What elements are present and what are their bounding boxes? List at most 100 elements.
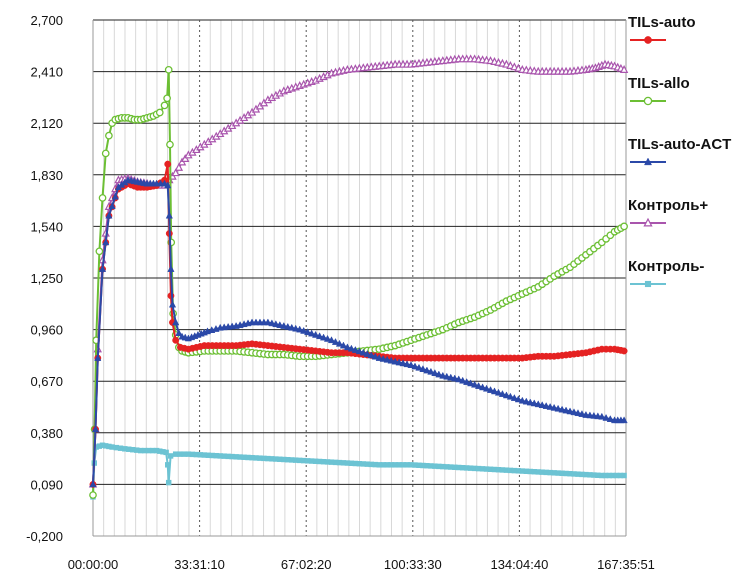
data-point — [347, 344, 356, 352]
data-point — [530, 399, 538, 407]
data-point — [515, 468, 522, 474]
y-tick-label: 0,670 — [30, 374, 63, 389]
data-point — [217, 453, 223, 459]
data-point — [257, 455, 263, 461]
data-point — [571, 471, 577, 477]
data-point — [304, 328, 312, 336]
data-point — [376, 462, 382, 468]
legend-swatch — [630, 217, 666, 227]
x-tick-label: 00:00:00 — [68, 557, 119, 572]
data-point — [448, 464, 454, 470]
data-point — [566, 407, 574, 415]
data-point — [355, 347, 363, 355]
data-point — [368, 461, 374, 468]
data-point — [89, 491, 97, 499]
data-point — [356, 460, 363, 467]
data-point — [595, 472, 601, 479]
data-point — [308, 458, 315, 464]
data-point — [344, 460, 351, 466]
y-tick-label: 0,090 — [30, 477, 63, 492]
data-point — [435, 370, 443, 378]
data-point — [185, 451, 192, 457]
tick-labels: 2,700 2,410 2,120 1,830 1,540 1,250 0,960 0,670… — [26, 13, 655, 572]
data-point — [351, 346, 359, 353]
data-point — [316, 458, 323, 465]
data-point — [273, 456, 279, 462]
data-point — [205, 452, 212, 458]
data-point — [371, 352, 379, 360]
series-TILs-auto — [89, 160, 628, 488]
data-point — [99, 442, 106, 448]
data-point — [427, 367, 435, 375]
data-point — [420, 462, 426, 469]
data-point — [229, 453, 235, 460]
data-point — [563, 470, 569, 477]
data-point — [113, 444, 120, 451]
data-point — [400, 462, 406, 468]
data-point — [583, 471, 589, 478]
data-point — [166, 140, 174, 149]
data-point — [106, 443, 112, 450]
data-point — [490, 387, 499, 395]
data-point — [388, 462, 394, 468]
data-point — [209, 452, 215, 459]
data-point — [507, 467, 514, 474]
data-point — [98, 194, 107, 202]
data-point — [491, 466, 498, 473]
data-point — [268, 319, 276, 327]
data-point — [419, 365, 427, 372]
series-layer — [88, 54, 629, 500]
data-point — [613, 472, 620, 479]
data-point — [399, 359, 407, 367]
legend-label: TILs-auto-ACT — [628, 136, 732, 153]
data-point — [474, 382, 483, 389]
data-point — [122, 446, 128, 452]
data-point — [551, 470, 557, 476]
data-point — [463, 465, 470, 471]
data-point — [293, 457, 299, 463]
data-point — [619, 65, 629, 73]
data-point — [89, 480, 97, 488]
data-point — [546, 402, 554, 410]
data-point — [171, 168, 180, 177]
data-point — [172, 451, 179, 457]
data-point — [467, 379, 475, 387]
data-point — [535, 469, 541, 475]
data-point — [167, 265, 175, 272]
data-point — [479, 466, 486, 472]
data-point — [363, 350, 371, 357]
legend-item-tils-auto: TILs-auto — [628, 14, 752, 75]
data-point — [440, 463, 446, 470]
data-point — [348, 460, 355, 466]
data-point — [155, 108, 164, 117]
data-point — [98, 265, 107, 272]
data-point — [126, 446, 132, 452]
data-point — [502, 391, 511, 399]
data-point — [518, 396, 526, 404]
data-point — [550, 403, 558, 411]
legend-swatch — [630, 157, 666, 166]
data-point — [335, 339, 344, 347]
data-point — [451, 374, 459, 382]
data-point — [574, 409, 582, 417]
data-point — [296, 325, 304, 333]
data-point — [423, 366, 431, 374]
data-point — [181, 451, 187, 457]
data-point — [245, 454, 251, 461]
data-point — [375, 354, 383, 361]
legend-marker — [644, 280, 652, 288]
data-point — [105, 131, 113, 140]
series-line — [92, 179, 625, 485]
data-point — [165, 479, 172, 486]
data-point — [534, 400, 542, 408]
data-point — [312, 458, 319, 464]
legend-item-tils-allo: TILs-allo — [628, 75, 752, 136]
data-point — [285, 456, 291, 463]
legend-label: Контроль- — [628, 258, 705, 275]
data-point — [620, 222, 628, 231]
data-point — [172, 336, 180, 344]
data-point — [439, 371, 447, 379]
data-point — [137, 447, 144, 454]
data-point — [269, 456, 275, 462]
data-point — [424, 462, 430, 469]
